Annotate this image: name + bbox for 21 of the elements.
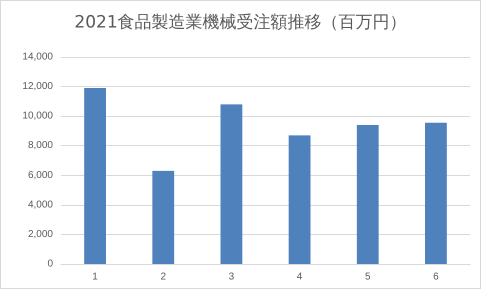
bar — [356, 125, 379, 264]
bar — [84, 88, 106, 264]
bar — [152, 170, 174, 264]
y-tick-label: 2,000 — [28, 228, 54, 240]
x-tick-label: 3 — [228, 272, 235, 282]
x-tick-label: 6 — [433, 272, 440, 282]
x-tick-label: 1 — [92, 272, 98, 282]
x-tick-label: 2 — [160, 272, 166, 282]
x-tick-label: 4 — [296, 272, 303, 282]
y-tick-label: 12,000 — [22, 81, 54, 92]
chart-title: 2021食品製造業機械受注額推移（百万円） — [74, 12, 407, 32]
bar — [425, 122, 447, 264]
y-tick-label: 10,000 — [22, 110, 54, 122]
y-tick-label: 6,000 — [28, 170, 54, 181]
bar — [220, 104, 242, 264]
y-tick-label: 0 — [47, 258, 54, 270]
x-tick-label: 5 — [364, 272, 371, 282]
y-tick-label: 14,000 — [22, 52, 54, 62]
y-tick-label: 8,000 — [28, 140, 54, 152]
y-tick-label: 4,000 — [28, 199, 54, 210]
bar — [288, 135, 310, 264]
